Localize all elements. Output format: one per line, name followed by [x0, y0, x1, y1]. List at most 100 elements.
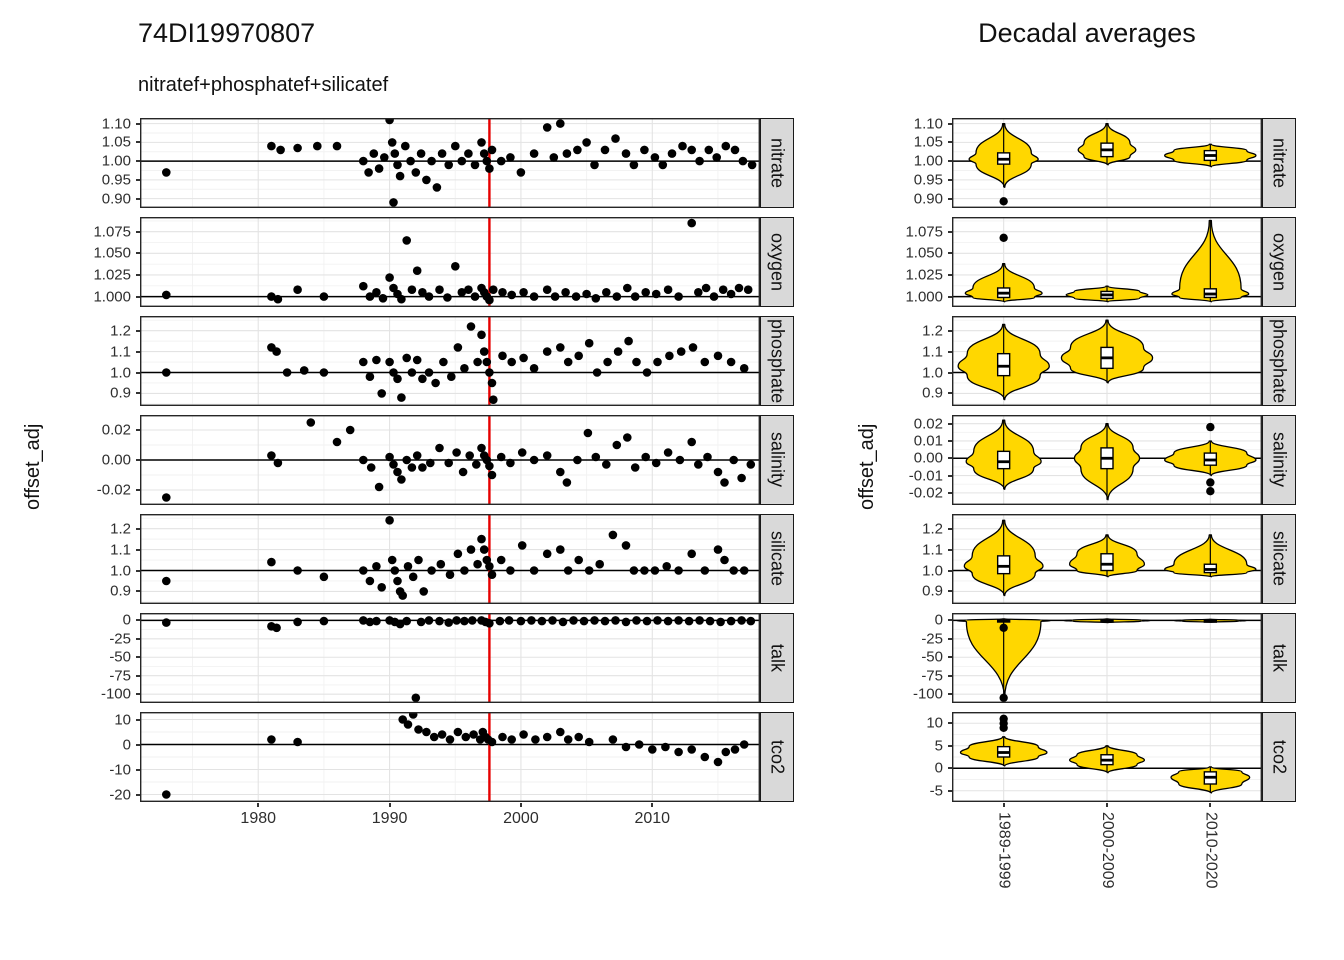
x-tick-label: 2010 — [634, 810, 671, 827]
y-axis-tco2: 10 0 -10 -20 — [76, 711, 140, 803]
y-tick-mark — [948, 371, 952, 374]
y-tick-label: 1.10 — [913, 115, 943, 133]
y-tick-mark — [948, 273, 952, 276]
violin-oxygen-2000-2009 — [1065, 285, 1149, 303]
facet-strip-label: tco2 — [767, 739, 788, 775]
scatter-panel-salinity — [140, 415, 760, 505]
y-tick-label: -10 — [109, 761, 131, 778]
data-points — [162, 322, 749, 404]
y-tick-label: 1.000 — [905, 288, 943, 306]
facet-strip-tco2: tco2 — [760, 712, 794, 802]
y-tick-label: 0 — [934, 611, 943, 629]
facet-strip-talk: talk — [1262, 613, 1296, 703]
y-tick-mark — [136, 429, 140, 431]
x-tick-mark — [388, 803, 391, 807]
y-tick-mark — [948, 744, 952, 747]
violin-panel-tco2 — [952, 712, 1262, 802]
violin-nitrate-2000-2009 — [1077, 122, 1137, 166]
violin-oxygen-1989-1999 — [964, 233, 1043, 303]
facet-strip-label: phosphate — [1269, 318, 1290, 404]
facet-strip-silicate: silicate — [1262, 514, 1296, 604]
scatter-panel-tco2 — [140, 712, 760, 802]
y-tick-mark — [136, 459, 140, 461]
y-tick-label: 10 — [114, 711, 131, 728]
facet-row-oxygen: 1.000 1.025 1.050 1.075 oxygen — [878, 217, 1296, 307]
facet-strip-salinity: salinity — [1262, 415, 1296, 505]
violin-phosphate-2000-2009 — [1060, 319, 1154, 384]
data-points — [162, 712, 749, 799]
y-tick-mark — [948, 693, 952, 696]
scatter-panel-silicate — [140, 514, 760, 604]
y-tick-label: 1.0 — [922, 562, 943, 579]
y-tick-mark — [948, 122, 952, 125]
facet-row-nitrate: 0.90 0.95 1.00 1.05 1.10 nitrate — [76, 115, 794, 208]
y-tick-mark — [136, 637, 140, 640]
y-tick-label: 1.050 — [93, 244, 131, 262]
y-tick-mark — [948, 252, 952, 255]
y-tick-label: 1.2 — [922, 322, 943, 340]
y-tick-mark — [136, 178, 140, 181]
y-tick-label: 1.2 — [110, 520, 131, 538]
y-axis-tco2: 10 5 0 -5 — [878, 712, 952, 802]
y-tick-mark — [136, 656, 140, 659]
left-x-axis: 1980 1990 2000 2010 — [140, 803, 760, 933]
y-tick-label: 1.05 — [913, 133, 943, 151]
y-tick-mark — [136, 252, 140, 255]
y-tick-label: 1.0 — [922, 364, 943, 381]
y-tick-mark — [948, 789, 952, 792]
y-tick-label: -100 — [912, 685, 943, 703]
y-tick-mark — [136, 527, 140, 530]
y-tick-label: 1.025 — [905, 266, 943, 284]
data-points — [162, 516, 749, 600]
violin-talk-2010-2020 — [1173, 618, 1247, 623]
facet-strip-talk: talk — [760, 613, 794, 703]
facet-row-salinity: 0.02 0.01 0.00 -0.01 -0.02 salinity — [878, 415, 1296, 505]
facet-strip-label: talk — [767, 643, 788, 672]
y-tick-mark — [136, 392, 140, 395]
violin-tco2-2000-2009 — [1068, 745, 1146, 774]
facet-strip-oxygen: oxygen — [1262, 217, 1296, 307]
data-points — [162, 616, 756, 703]
y-axis-nitrate: 0.90 0.95 1.00 1.05 1.10 — [878, 115, 952, 208]
y-axis-salinity: 0.02 0.01 0.00 -0.01 -0.02 — [878, 415, 952, 505]
y-tick-mark — [948, 392, 952, 395]
facet-strip-oxygen: oxygen — [760, 217, 794, 307]
facet-strip-label: phosphate — [767, 318, 788, 404]
y-tick-label: -5 — [929, 782, 943, 800]
y-tick-label: 1.075 — [905, 223, 943, 241]
right-facet-grid: 0.90 0.95 1.00 1.05 1.10 nitrate 1.000 1.025 1.0… — [878, 115, 1296, 802]
violin-panel-silicate — [952, 514, 1262, 604]
right-chart-title: Decadal averages — [978, 18, 1196, 48]
y-tick-mark — [136, 548, 140, 551]
y-tick-mark — [948, 422, 952, 425]
y-tick-label: -50 — [921, 648, 943, 666]
y-tick-label: 1.00 — [101, 152, 131, 170]
y-tick-mark — [136, 590, 140, 593]
facet-strip-label: silicate — [767, 531, 788, 587]
facet-row-oxygen: 1.000 1.025 1.050 1.075 oxygen — [76, 217, 794, 307]
y-tick-label: 1.2 — [110, 322, 131, 340]
left-y-axis-label: offset_adj — [22, 423, 44, 510]
x-tick-mark — [1002, 803, 1005, 807]
facet-strip-label: silicate — [1269, 531, 1290, 587]
facet-row-talk: 0 -25 -50 -75 -100 talk — [878, 611, 1296, 703]
y-tick-label: 0.02 — [913, 415, 943, 433]
x-category-label: 2010-2020 — [1202, 812, 1220, 889]
y-tick-mark — [136, 569, 140, 572]
y-tick-label: 0.90 — [101, 190, 131, 208]
outlier-point — [999, 233, 1008, 242]
y-tick-mark — [948, 160, 952, 163]
y-tick-label: -0.01 — [908, 467, 943, 485]
y-tick-label: -75 — [921, 667, 943, 685]
facet-strip-label: oxygen — [1269, 232, 1290, 292]
x-tick-mark — [1209, 803, 1212, 807]
facet-strip-label: nitrate — [1269, 137, 1290, 189]
violin-salinity-2010-2020 — [1164, 422, 1257, 496]
x-tick-mark — [257, 803, 260, 807]
facet-strip-label: talk — [1269, 643, 1290, 672]
facet-strip-tco2: tco2 — [1262, 712, 1296, 802]
y-tick-mark — [948, 230, 952, 233]
y-tick-mark — [948, 674, 952, 677]
outlier-point — [999, 693, 1008, 702]
facet-row-phosphate: 0.9 1.0 1.1 1.2 phosphate — [76, 316, 794, 406]
